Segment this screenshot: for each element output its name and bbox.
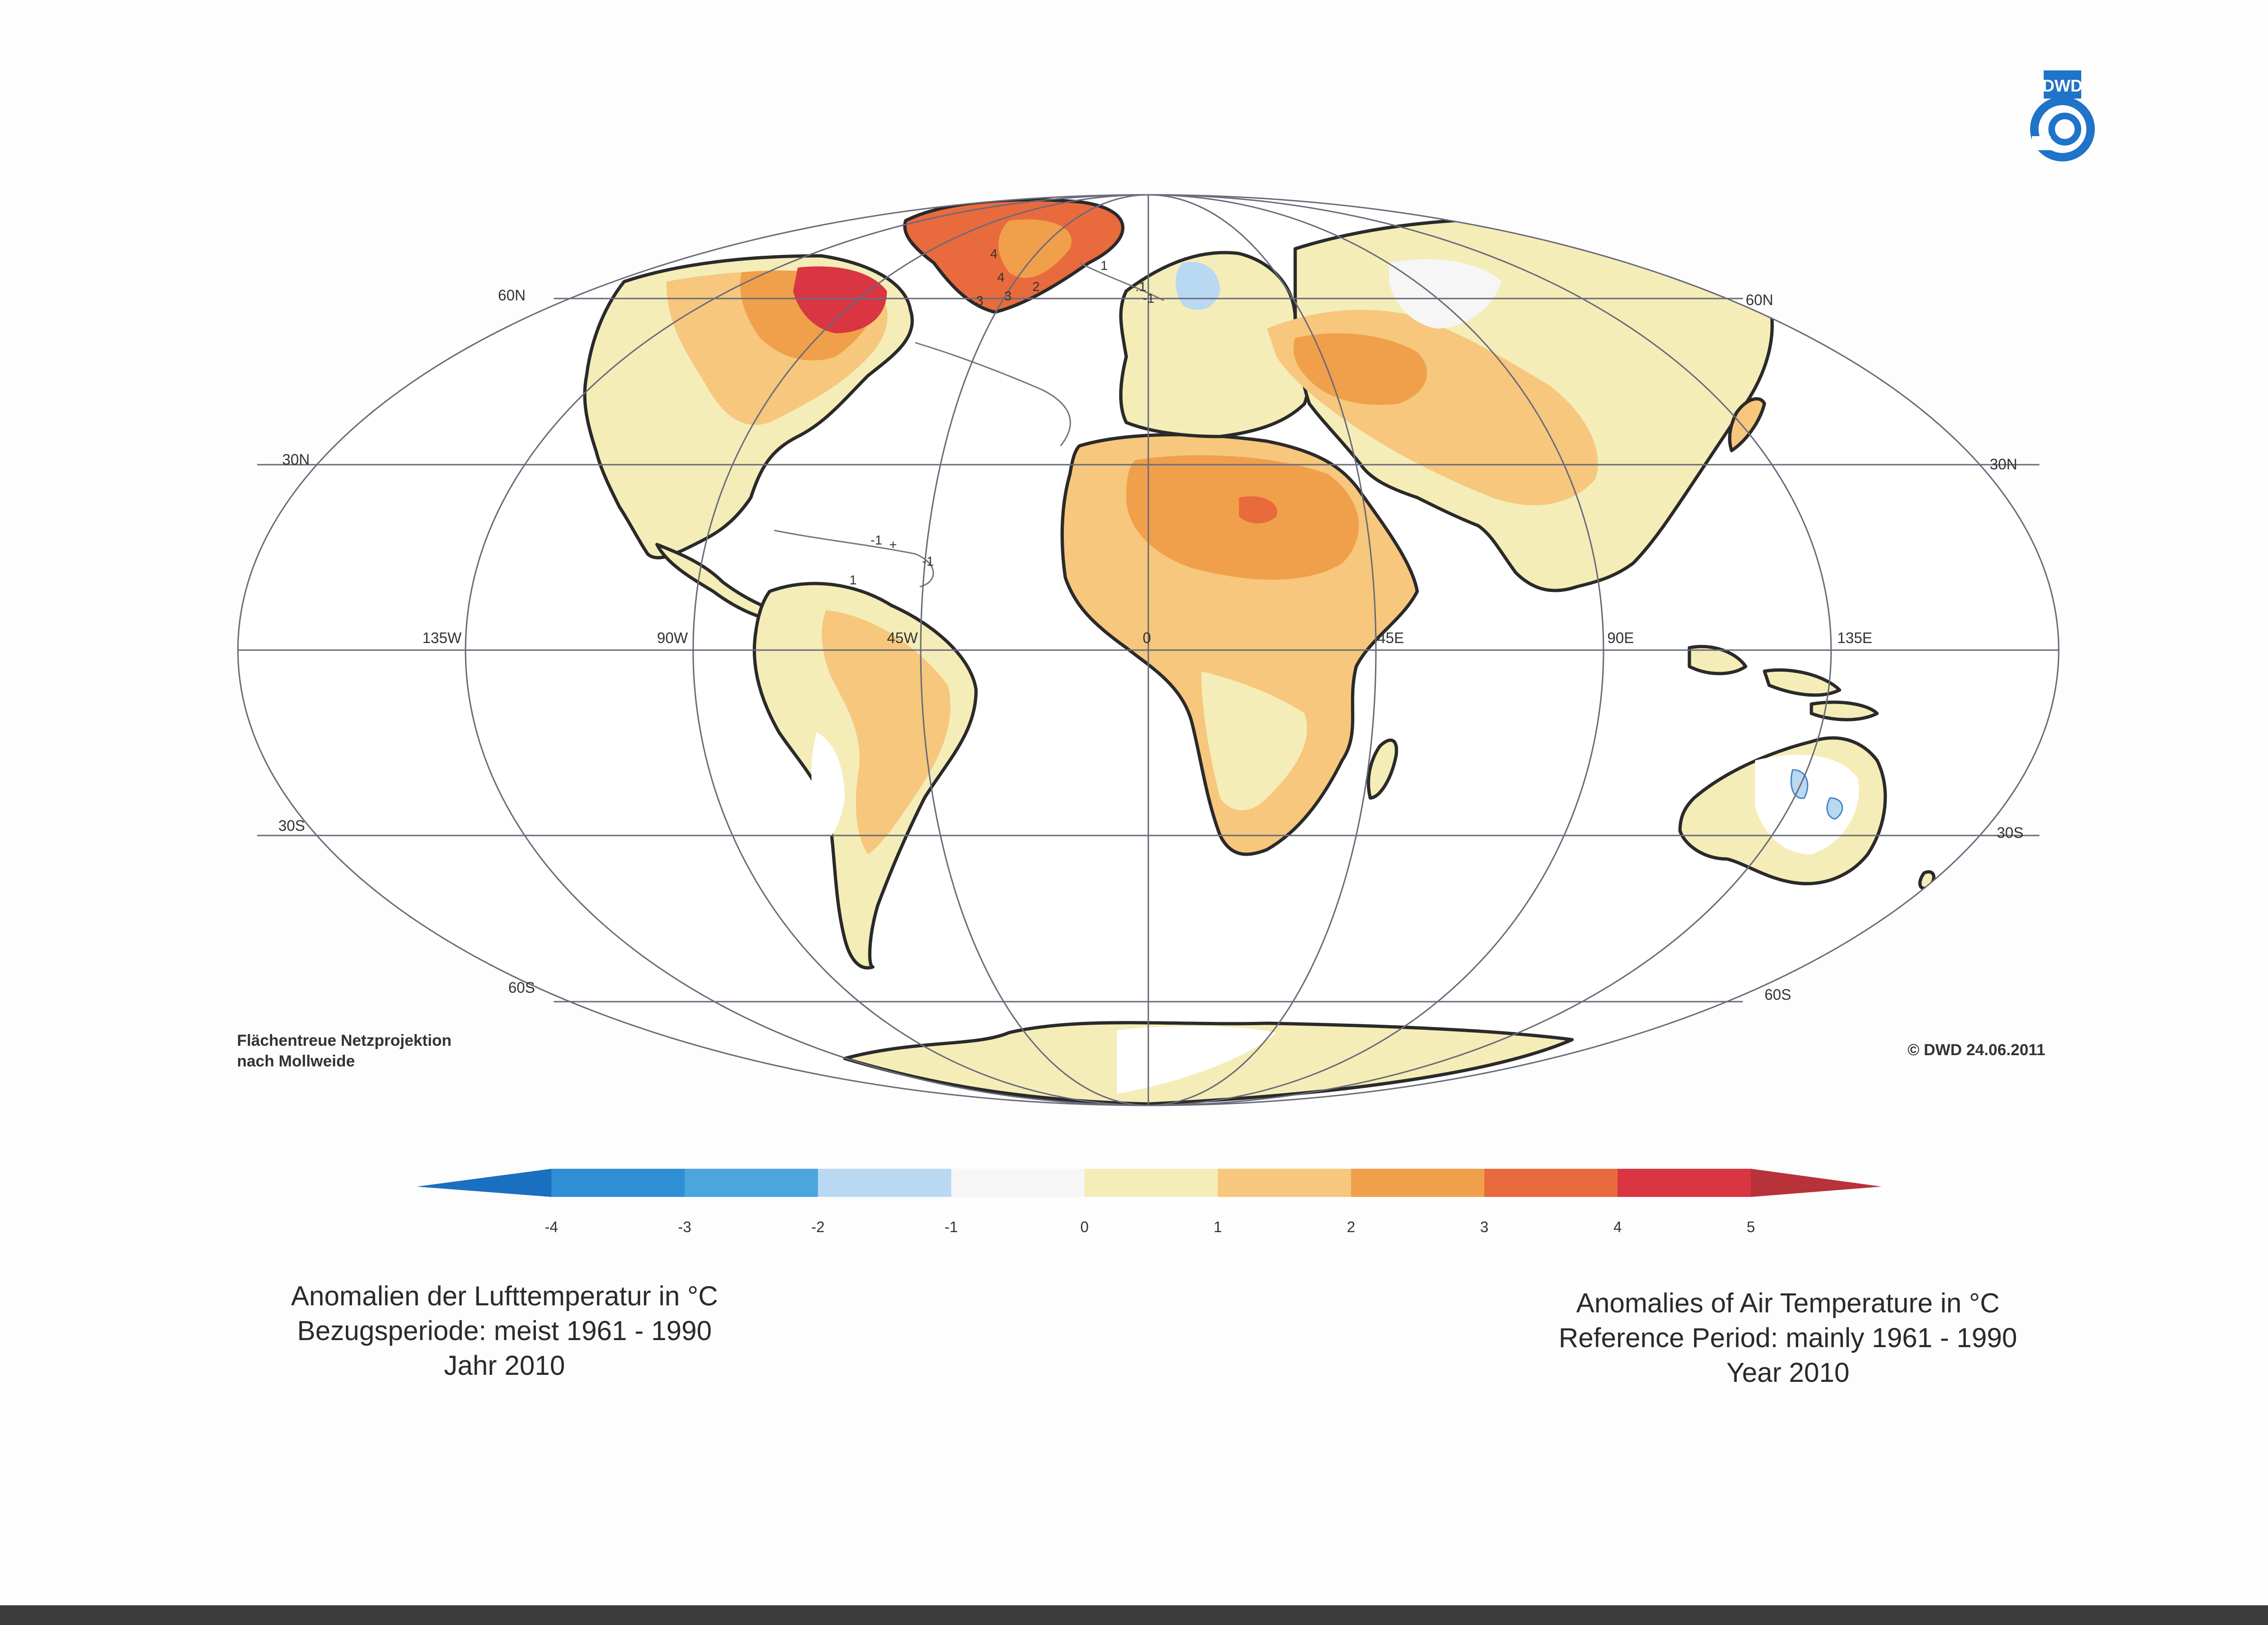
parallel-label-left: 60S bbox=[508, 979, 535, 996]
colorbar-segment bbox=[951, 1169, 1084, 1197]
colorbar-arrow-warm bbox=[1751, 1169, 1882, 1197]
colorbar-segment bbox=[1484, 1169, 1618, 1197]
contour-labels: 4 3 4 3 2 1 -1 -1 1 + -1 -.1 bbox=[849, 246, 1154, 587]
colorbar-tick: 3 bbox=[1480, 1219, 1489, 1235]
colorbar-segment bbox=[1218, 1169, 1351, 1197]
colorbar-tick: 5 bbox=[1747, 1219, 1755, 1235]
logo-text: DWD bbox=[2042, 76, 2083, 95]
contour-label: 3 bbox=[976, 293, 984, 308]
colorbar-segment bbox=[1351, 1169, 1484, 1197]
title-german-line2: Bezugsperiode: meist 1961 - 1990 bbox=[297, 1316, 712, 1346]
indonesia-3 bbox=[1810, 700, 1879, 721]
colorbar-tick: 1 bbox=[1214, 1219, 1222, 1235]
contour-label: 1 bbox=[1100, 258, 1108, 273]
colorbar: -4 -3 -2 -1 0 1 2 3 4 5 bbox=[417, 1169, 1882, 1235]
sahara-peak bbox=[1239, 496, 1277, 523]
japan bbox=[1728, 397, 1766, 452]
contour-label: + bbox=[889, 537, 897, 552]
colorbar-segment bbox=[551, 1169, 685, 1197]
colorbar-tick: -3 bbox=[678, 1219, 691, 1235]
logo-plate bbox=[2044, 70, 2081, 99]
colorbar-ticks: -4 -3 -2 -1 0 1 2 3 4 5 bbox=[545, 1219, 1755, 1235]
graticule bbox=[237, 194, 2060, 1106]
meridian-label: 135E bbox=[1837, 629, 1872, 646]
title-english-line1: Anomalies of Air Temperature in °C bbox=[1576, 1288, 2000, 1318]
colorbar-tick: -2 bbox=[811, 1219, 825, 1235]
indonesia-2 bbox=[1763, 668, 1841, 697]
antarctica-white bbox=[1117, 1026, 1276, 1094]
title-german: Anomalien der Lufttemperatur in °C Bezug… bbox=[223, 1279, 786, 1383]
dwd-logo: DWD bbox=[2030, 70, 2095, 161]
parallel-label-right: 60S bbox=[1764, 986, 1791, 1003]
projection-note-line2: nach Mollweide bbox=[237, 1052, 355, 1070]
colorbar-tick: 0 bbox=[1080, 1219, 1089, 1235]
parallel-labels: 60N 60N 30N 30N 30S 30S 60S 60S bbox=[278, 287, 2024, 1003]
contour-label: 3 bbox=[1004, 289, 1012, 303]
contour-label: -1 bbox=[871, 533, 882, 547]
projection-note: Flächentreue Netzprojektion nach Mollwei… bbox=[237, 1030, 451, 1072]
colorbar-segment bbox=[685, 1169, 818, 1197]
title-german-line3: Jahr 2010 bbox=[444, 1350, 565, 1381]
colorbar-arrow-cold bbox=[417, 1169, 551, 1197]
caspian-region-hot bbox=[1293, 333, 1427, 405]
colorbar-tick: 4 bbox=[1613, 1219, 1622, 1235]
logo-spiral-outer bbox=[2030, 97, 2095, 161]
meridian-label: 0 bbox=[1143, 629, 1151, 646]
contour-label: -1 bbox=[922, 554, 934, 568]
logo-spiral-gap bbox=[2032, 136, 2051, 150]
colorbar-tick: -1 bbox=[945, 1219, 958, 1235]
madagascar bbox=[1367, 738, 1398, 800]
isotherm-arctic bbox=[1079, 262, 1164, 301]
parallel-label-left: 60N bbox=[498, 287, 526, 304]
title-english-line2: Reference Period: mainly 1961 - 1990 bbox=[1558, 1323, 2017, 1353]
mollweide-map: 60N 60N 30N 30N 30S 30S 60S 60S 135W 90W… bbox=[237, 194, 2060, 1106]
meridian-label: 45E bbox=[1377, 629, 1404, 646]
south-america-white bbox=[811, 732, 845, 838]
siberia-white bbox=[1389, 259, 1502, 329]
parallel-label-right: 60N bbox=[1746, 291, 1773, 308]
parallel-label-left: 30S bbox=[278, 817, 305, 834]
scan-edge-bar bbox=[0, 1605, 2268, 1625]
south-america-orange bbox=[822, 610, 951, 854]
greenland-interior bbox=[998, 219, 1072, 278]
isotherm-caribbean bbox=[774, 529, 934, 588]
meridian-label: 45W bbox=[887, 629, 918, 646]
contour-label: 4 bbox=[997, 270, 1005, 284]
contour-label: -.1 bbox=[1131, 279, 1146, 294]
colorbar-segment bbox=[1084, 1169, 1218, 1197]
contour-label: -1 bbox=[1143, 291, 1154, 306]
parallel-label-left: 30N bbox=[282, 451, 310, 468]
colorbar-tick: -4 bbox=[545, 1219, 558, 1235]
indonesia-1 bbox=[1688, 644, 1748, 675]
colorbar-segment bbox=[818, 1169, 951, 1197]
isotherm-north-atlantic bbox=[915, 342, 1071, 446]
contour-label: 4 bbox=[990, 246, 998, 261]
copyright-note: © DWD 24.06.2011 bbox=[1908, 1041, 2046, 1059]
meridian-label: 135W bbox=[422, 629, 462, 646]
meridian-labels: 135W 90W 45W 0 45E 90E 135E bbox=[422, 629, 1872, 646]
title-german-line1: Anomalien der Lufttemperatur in °C bbox=[291, 1281, 718, 1311]
projection-note-line1: Flächentreue Netzprojektion bbox=[237, 1032, 452, 1050]
meridian-label: 90W bbox=[657, 629, 688, 646]
contour-label: 1 bbox=[849, 573, 857, 587]
title-english: Anomalies of Air Temperature in °C Refer… bbox=[1506, 1286, 2069, 1390]
australia-white bbox=[1755, 755, 1859, 854]
colorbar-tick: 2 bbox=[1347, 1219, 1355, 1235]
southern-africa-yellow bbox=[1201, 671, 1307, 811]
meridian-label: 90E bbox=[1607, 629, 1634, 646]
australia-cold-2 bbox=[1826, 797, 1843, 820]
parallel-label-right: 30S bbox=[1997, 824, 2024, 841]
title-english-line3: Year 2010 bbox=[1726, 1357, 1850, 1388]
contour-label: 2 bbox=[1032, 279, 1040, 294]
colorbar-segment bbox=[1618, 1169, 1751, 1197]
logo-spiral-inner bbox=[2048, 113, 2081, 146]
canada-red bbox=[793, 266, 887, 333]
parallel-label-right: 30N bbox=[1990, 456, 2017, 473]
